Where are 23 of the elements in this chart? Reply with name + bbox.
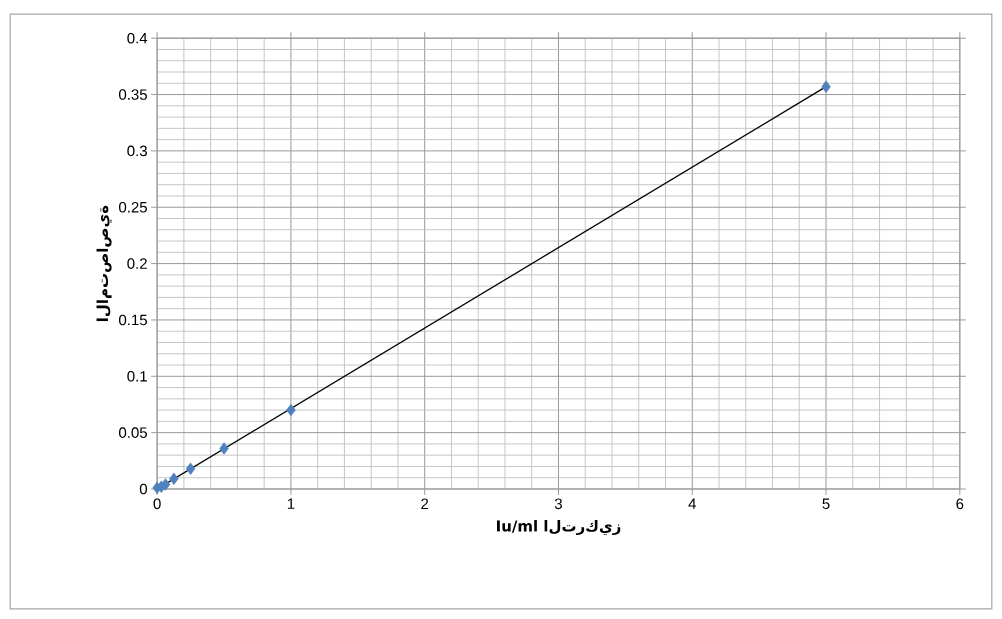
x-tick-label: 6 (956, 498, 964, 510)
y-tick-label: 0.2 (127, 258, 147, 269)
y-tick-label: 0.3 (127, 145, 147, 157)
x-tick-label: 5 (822, 498, 830, 509)
point (286, 403, 296, 417)
point (169, 472, 179, 485)
y-tick-label: 0.15 (119, 314, 147, 326)
y-tick-label: 0.25 (119, 201, 147, 213)
y-tick-label: 0.1 (127, 370, 147, 382)
x-tick-label: 2 (421, 498, 429, 509)
point (185, 462, 196, 475)
x-tick-label: 3 (554, 498, 562, 510)
y-tick-label: 0.4 (127, 32, 148, 44)
x-axis-title: Iu/ml التركيز (497, 519, 621, 535)
y-tick-label: 0.35 (119, 89, 147, 100)
x-tick-label: 4 (688, 498, 696, 509)
y-tick-label: 0.05 (119, 427, 147, 438)
y-axis-title: الامتصاصية (96, 205, 112, 321)
y-tick-label: 0 (139, 483, 148, 495)
x-tick-label: 0 (153, 498, 161, 510)
x-tick-label: 1 (287, 498, 295, 509)
point (821, 80, 831, 93)
point (219, 442, 229, 455)
